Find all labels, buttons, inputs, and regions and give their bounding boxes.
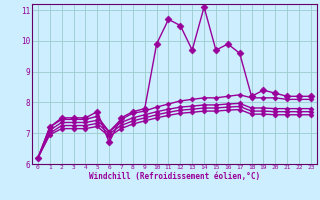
X-axis label: Windchill (Refroidissement éolien,°C): Windchill (Refroidissement éolien,°C) xyxy=(89,172,260,181)
